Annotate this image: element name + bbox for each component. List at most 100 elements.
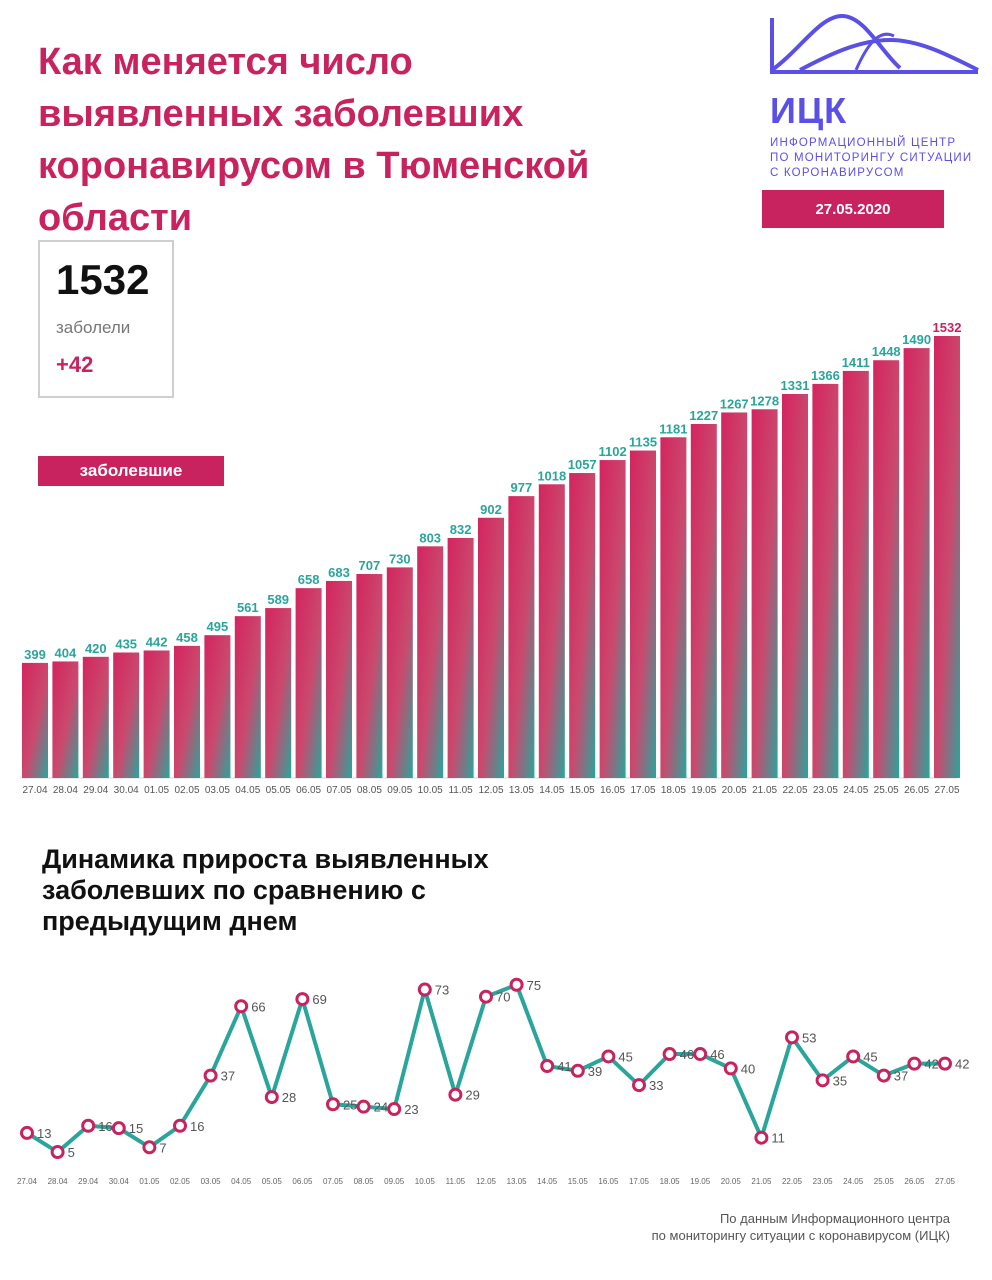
line-category-label: 27.04	[17, 1177, 38, 1186]
line-category-label: 15.05	[568, 1177, 589, 1186]
bar-value-label: 730	[389, 551, 411, 566]
bar-value-label: 1227	[689, 408, 718, 423]
line-category-label: 18.05	[660, 1177, 681, 1186]
bar-category-label: 30.04	[114, 785, 139, 796]
line-point	[540, 1059, 555, 1074]
line-point	[20, 1125, 34, 1140]
bar-value-label: 1490	[902, 332, 931, 347]
line-value-label: 46	[680, 1047, 694, 1062]
line-value-label: 33	[649, 1078, 663, 1093]
line-value-label: 46	[710, 1047, 724, 1062]
bar-category-label: 21.05	[752, 785, 777, 796]
line-point	[876, 1068, 891, 1083]
bar	[22, 662, 48, 778]
line-category-label: 14.05	[537, 1177, 558, 1186]
bar	[782, 393, 808, 778]
line-value-label: 69	[312, 992, 326, 1007]
line-category-label: 30.04	[109, 1177, 130, 1186]
total-label: заболели	[56, 318, 131, 337]
bar-category-label: 29.04	[83, 785, 108, 796]
bar-value-label: 420	[85, 641, 107, 656]
bar-value-label: 435	[115, 636, 137, 651]
line-category-label: 17.05	[629, 1177, 650, 1186]
line-value-label: 37	[221, 1069, 235, 1084]
line-value-label: 70	[496, 990, 510, 1005]
bar-category-label: 24.05	[843, 785, 868, 796]
bar-category-label: 12.05	[478, 785, 503, 796]
bar-category-label: 07.05	[326, 785, 351, 796]
line-value-label: 45	[618, 1049, 632, 1064]
line-category-label: 03.05	[201, 1177, 222, 1186]
line-point	[693, 1047, 708, 1062]
bar-category-label: 10.05	[418, 785, 443, 796]
line-point	[846, 1049, 861, 1064]
bar	[538, 484, 565, 778]
bar	[386, 567, 413, 778]
bar	[234, 616, 261, 778]
bar-category-label: 25.05	[874, 785, 899, 796]
line-point	[173, 1118, 187, 1133]
bar-category-label: 14.05	[539, 785, 564, 796]
bar	[508, 496, 535, 778]
bar	[599, 460, 626, 778]
bar-category-label: 27.04	[22, 785, 47, 796]
line-point	[632, 1078, 646, 1093]
bar-category-label: 06.05	[296, 785, 321, 796]
line-category-label: 23.05	[813, 1177, 834, 1186]
bar-category-label: 08.05	[357, 785, 382, 796]
line-category-label: 29.04	[78, 1177, 99, 1186]
bar-legend-badge: заболевшие	[38, 456, 224, 486]
bar-value-label: 1331	[781, 378, 810, 393]
line-category-label: 20.05	[721, 1177, 742, 1186]
line-value-label: 40	[741, 1061, 755, 1076]
line-chart-title: Динамика прироста выявленных заболевших …	[42, 844, 489, 936]
line-point	[203, 1068, 218, 1083]
line-value-label: 23	[404, 1102, 418, 1117]
line-value-label: 29	[465, 1088, 479, 1103]
line-point	[234, 999, 249, 1014]
bar	[569, 473, 596, 778]
line-point	[417, 982, 432, 997]
line-value-label: 42	[955, 1057, 969, 1072]
bar-value-label: 832	[450, 522, 472, 537]
bar-category-label: 11.05	[448, 785, 473, 796]
bar-category-label: 16.05	[600, 785, 625, 796]
logo-name: ИЦК	[770, 90, 848, 131]
bar	[82, 656, 109, 778]
bar	[842, 370, 869, 778]
bar-category-label: 22.05	[782, 785, 807, 796]
bar	[812, 383, 839, 778]
line-value-label: 53	[802, 1030, 816, 1045]
line-value-label: 28	[282, 1090, 296, 1105]
bar	[690, 423, 717, 778]
line-value-label: 16	[190, 1119, 204, 1134]
bar	[265, 608, 292, 778]
bar	[204, 635, 231, 778]
bar	[326, 580, 352, 778]
line-category-label: 06.05	[292, 1177, 313, 1186]
bar-value-label: 977	[511, 480, 533, 495]
line-point	[326, 1097, 340, 1112]
bar	[143, 650, 170, 778]
line-point	[601, 1049, 616, 1064]
bar-value-label: 442	[146, 634, 168, 649]
line-value-label: 73	[435, 983, 449, 998]
line-value-label: 42	[924, 1057, 938, 1072]
bar-value-label: 1057	[568, 457, 597, 472]
bar-value-label: 1532	[933, 320, 962, 335]
line-point	[356, 1099, 371, 1114]
line-point	[142, 1140, 157, 1155]
bar-value-label: 1278	[750, 393, 779, 408]
bar	[447, 537, 474, 778]
bar-category-label: 26.05	[904, 785, 929, 796]
bar-value-label: 803	[419, 530, 441, 545]
bar	[295, 588, 322, 778]
line-value-label: 13	[37, 1126, 51, 1141]
line-category-label: 12.05	[476, 1177, 497, 1186]
line-point	[723, 1061, 738, 1076]
line-point	[264, 1090, 279, 1105]
bar-category-label: 19.05	[691, 785, 716, 796]
line-category-label: 21.05	[751, 1177, 772, 1186]
bar-value-label: 1267	[720, 396, 749, 411]
bar-value-label: 561	[237, 600, 259, 615]
